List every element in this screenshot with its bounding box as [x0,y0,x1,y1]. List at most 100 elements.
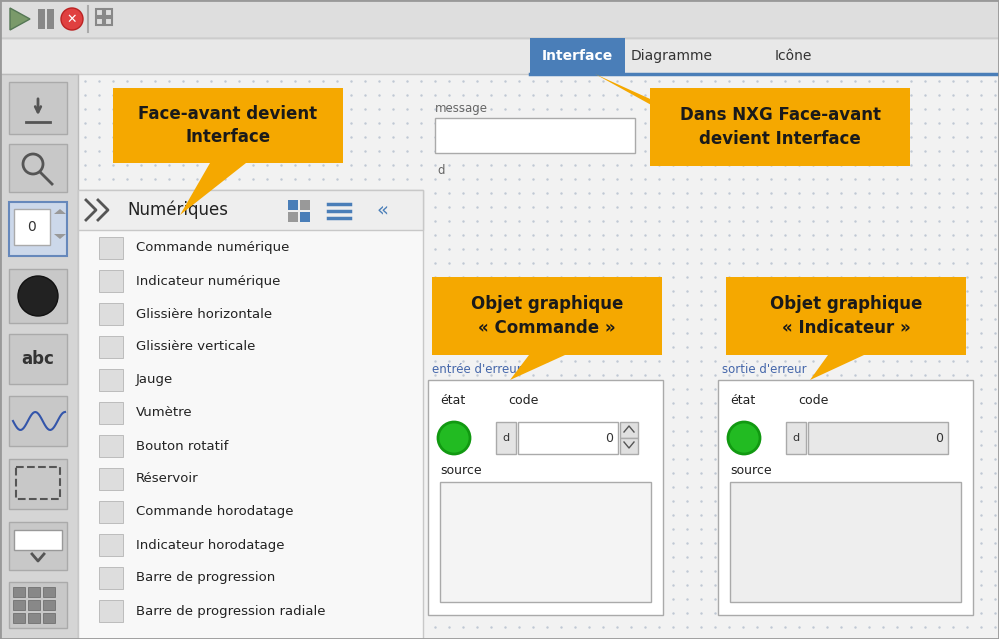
FancyBboxPatch shape [99,336,123,358]
Text: Indicateur numérique: Indicateur numérique [136,275,281,288]
FancyBboxPatch shape [99,534,123,556]
FancyBboxPatch shape [9,396,67,446]
FancyBboxPatch shape [300,212,310,222]
Text: Jauge: Jauge [136,374,173,387]
Text: source: source [440,463,482,477]
Text: Commande horodatage: Commande horodatage [136,505,294,518]
FancyBboxPatch shape [28,587,40,597]
Text: d: d [502,433,509,443]
FancyBboxPatch shape [9,144,67,192]
Polygon shape [510,355,565,380]
FancyBboxPatch shape [9,269,67,323]
FancyBboxPatch shape [99,270,123,292]
FancyBboxPatch shape [9,582,67,628]
FancyBboxPatch shape [9,522,67,570]
FancyBboxPatch shape [78,190,423,230]
FancyBboxPatch shape [0,38,999,74]
Polygon shape [595,74,798,166]
FancyBboxPatch shape [726,277,966,355]
Text: Indicateur horodatage: Indicateur horodatage [136,539,285,551]
FancyBboxPatch shape [43,587,55,597]
Text: «: « [377,201,389,220]
FancyBboxPatch shape [78,190,423,639]
Text: Objet graphique
« Commande »: Objet graphique « Commande » [471,295,623,337]
Text: Vumètre: Vumètre [136,406,193,419]
FancyBboxPatch shape [530,38,625,74]
FancyBboxPatch shape [9,459,67,509]
Circle shape [728,422,760,454]
Text: code: code [798,394,828,406]
Text: d: d [792,433,799,443]
Text: Face-avant devient
Interface: Face-avant devient Interface [139,105,318,146]
FancyBboxPatch shape [650,88,910,166]
Text: source: source [730,463,771,477]
FancyBboxPatch shape [518,422,618,454]
Text: Commande numérique: Commande numérique [136,242,290,254]
FancyBboxPatch shape [718,380,973,615]
FancyBboxPatch shape [428,380,663,615]
FancyBboxPatch shape [440,482,651,602]
FancyBboxPatch shape [808,422,948,454]
FancyBboxPatch shape [9,334,67,384]
Text: 0: 0 [605,431,613,445]
Text: message: message [435,102,488,115]
FancyBboxPatch shape [9,202,67,256]
FancyBboxPatch shape [28,600,40,610]
FancyBboxPatch shape [99,303,123,325]
FancyBboxPatch shape [99,600,123,622]
FancyBboxPatch shape [99,369,123,391]
FancyBboxPatch shape [435,118,635,153]
Text: Diagramme: Diagramme [631,49,713,63]
Text: Icône: Icône [774,49,811,63]
FancyBboxPatch shape [99,567,123,589]
Text: abc: abc [22,350,54,368]
FancyBboxPatch shape [99,237,123,259]
FancyBboxPatch shape [288,200,298,210]
Polygon shape [10,8,30,30]
FancyBboxPatch shape [288,212,298,222]
Text: Bouton rotatif: Bouton rotatif [136,440,229,452]
Circle shape [438,422,470,454]
FancyBboxPatch shape [620,438,638,454]
FancyBboxPatch shape [14,209,50,245]
Text: Réservoir: Réservoir [136,472,199,486]
Text: Barre de progression radiale: Barre de progression radiale [136,604,326,617]
FancyBboxPatch shape [13,613,25,623]
Polygon shape [54,234,66,239]
FancyBboxPatch shape [28,613,40,623]
Text: Barre de progression: Barre de progression [136,571,276,585]
Circle shape [61,8,83,30]
FancyBboxPatch shape [432,277,662,355]
FancyBboxPatch shape [300,200,310,210]
Polygon shape [810,355,864,380]
FancyBboxPatch shape [786,422,806,454]
FancyBboxPatch shape [13,587,25,597]
Text: sortie d'erreur: sortie d'erreur [722,363,806,376]
FancyBboxPatch shape [99,402,123,424]
FancyBboxPatch shape [496,422,516,454]
Text: d: d [437,164,445,176]
FancyBboxPatch shape [9,82,67,134]
Text: Dans NXG Face-avant
devient Interface: Dans NXG Face-avant devient Interface [679,106,880,148]
FancyBboxPatch shape [99,468,123,490]
Polygon shape [180,163,246,215]
FancyBboxPatch shape [99,501,123,523]
FancyBboxPatch shape [38,9,45,29]
FancyBboxPatch shape [99,435,123,457]
FancyBboxPatch shape [113,88,343,163]
Text: 0: 0 [935,431,943,445]
FancyBboxPatch shape [43,613,55,623]
Text: Glissière verticale: Glissière verticale [136,341,256,353]
Text: Interface: Interface [541,49,613,63]
Text: Glissière horizontale: Glissière horizontale [136,307,272,321]
Text: Objet graphique
« Indicateur »: Objet graphique « Indicateur » [770,295,922,337]
Text: code: code [508,394,538,406]
FancyBboxPatch shape [43,600,55,610]
FancyBboxPatch shape [730,482,961,602]
Text: entrée d'erreur: entrée d'erreur [432,363,521,376]
Text: état: état [730,394,755,406]
Text: ✕: ✕ [67,13,77,26]
FancyBboxPatch shape [13,600,25,610]
FancyBboxPatch shape [47,9,54,29]
Text: état: état [440,394,466,406]
